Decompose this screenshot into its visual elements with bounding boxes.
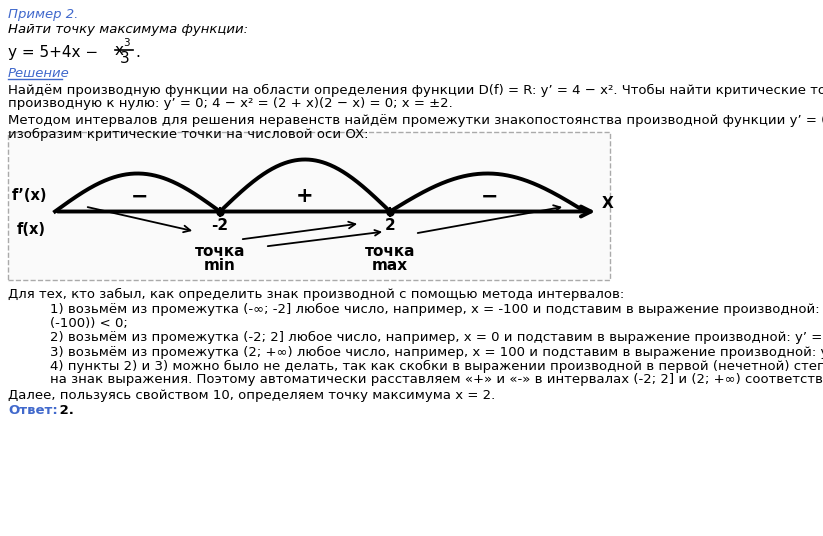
- Text: y = 5+4x −: y = 5+4x −: [8, 45, 98, 60]
- Text: .: .: [135, 45, 140, 60]
- Text: 4) пункты 2) и 3) можно было не делать, так как скобки в выражении производной в: 4) пункты 2) и 3) можно было не делать, …: [50, 360, 823, 373]
- Text: (-100)) < 0;: (-100)) < 0;: [50, 316, 128, 330]
- Text: −: −: [481, 187, 499, 206]
- Text: min: min: [204, 258, 236, 273]
- Text: Методом интервалов для решения неравенств найдём промежутки знакопостоянства про: Методом интервалов для решения неравенст…: [8, 114, 823, 127]
- Text: точка: точка: [195, 243, 245, 258]
- Text: 3: 3: [123, 38, 130, 48]
- Text: 2: 2: [384, 219, 395, 234]
- Text: на знак выражения. Поэтому автоматически расставляем «+» и «-» в интервалах (-2;: на знак выражения. Поэтому автоматически…: [50, 374, 823, 386]
- Text: 2) возьмём из промежутка (-2; 2] любое число, например, x = 0 и подставим в выра: 2) возьмём из промежутка (-2; 2] любое ч…: [50, 331, 823, 344]
- Text: Далее, пользуясь свойством 10, определяем точку максимума x = 2.: Далее, пользуясь свойством 10, определяе…: [8, 389, 495, 402]
- Text: Решение: Решение: [8, 67, 70, 80]
- Text: 3) возьмём из промежутка (2; +∞) любое число, например, x = 100 и подставим в вы: 3) возьмём из промежутка (2; +∞) любое ч…: [50, 346, 823, 359]
- Text: точка: точка: [365, 243, 416, 258]
- Text: x: x: [115, 43, 124, 58]
- Text: Найдём производную функции на области определения функции D(f) = R: y’ = 4 − x².: Найдём производную функции на области оп…: [8, 84, 823, 97]
- Bar: [8, 131, 610, 279]
- Text: +: +: [296, 187, 314, 206]
- Text: 1) возьмём из промежутка (-∞; -2] любое число, например, x = -100 и подставим в : 1) возьмём из промежутка (-∞; -2] любое …: [50, 303, 823, 316]
- Text: Ответ:: Ответ:: [8, 405, 58, 418]
- Text: X: X: [602, 196, 614, 211]
- Text: Пример 2.: Пример 2.: [8, 8, 78, 21]
- Text: 3: 3: [120, 51, 130, 66]
- Text: производную к нулю: y’ = 0; 4 − x² = (2 + x)(2 − x) = 0; x = ±2.: производную к нулю: y’ = 0; 4 − x² = (2 …: [8, 98, 453, 110]
- Text: 2.: 2.: [55, 405, 74, 418]
- Text: -2: -2: [212, 219, 229, 234]
- Text: max: max: [372, 258, 408, 273]
- Text: f(x): f(x): [17, 222, 46, 237]
- Text: Найти точку максимума функции:: Найти точку максимума функции:: [8, 23, 248, 36]
- Text: f’(x): f’(x): [12, 188, 48, 203]
- Text: изобразим критические точки на числовой оси OX:: изобразим критические точки на числовой …: [8, 128, 369, 140]
- Text: −: −: [131, 187, 149, 206]
- Text: Для тех, кто забыл, как определить знак производной с помощью метода интервалов:: Для тех, кто забыл, как определить знак …: [8, 287, 625, 301]
